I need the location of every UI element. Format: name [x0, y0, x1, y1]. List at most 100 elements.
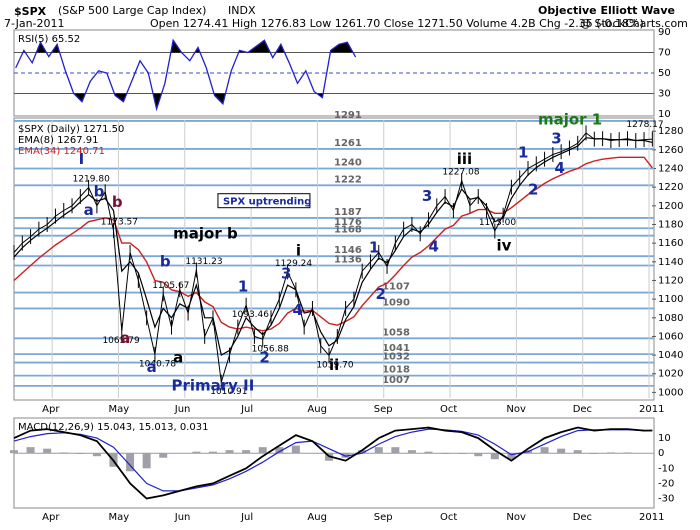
level-label: 1018 [382, 365, 410, 376]
ema8-line [13, 137, 653, 357]
index-name: (S&P 500 Large Cap Index) [58, 4, 206, 17]
macd-tick-label: 10 [658, 433, 671, 444]
quote-line: Open 1274.41 High 1276.83 Low 1261.70 Cl… [150, 17, 644, 30]
macd-histogram-bar [341, 453, 350, 458]
wave-label: 1 [518, 143, 528, 161]
wave-label: b [94, 182, 105, 200]
macd-layer: -30 -20 -10 0 10 MACD(12,26,9) 15.043, 15.013… [10, 422, 674, 523]
macd-tick-label: -30 [658, 493, 674, 504]
rsi-oversold-fill [15, 93, 356, 109]
macd-histogram-bar [457, 453, 466, 454]
macd-panel-frame [13, 417, 655, 509]
macd-legend: MACD(12,26,9) 15.043, 15.013, 0.031 [18, 422, 208, 433]
price-data-label: 1065.79 [102, 336, 139, 346]
wave-label: major b [173, 224, 238, 242]
x-tick-label: Oct [440, 404, 457, 415]
level-label: 1032 [382, 352, 410, 363]
price-data-label: 1219.80 [73, 174, 110, 184]
macd-histogram-bar [606, 452, 615, 454]
wave-label: I [79, 150, 85, 168]
macd-signal-line [13, 428, 653, 492]
price-data-label: 1173.57 [101, 217, 138, 227]
price-data-label: 1105.67 [152, 281, 189, 291]
watermark: @ StockCharts.com [580, 17, 688, 30]
macd-x-tick-label: Aug [307, 512, 327, 523]
chart-title: Objective Elliott Wave [538, 4, 675, 17]
level-label: 1146 [334, 245, 362, 256]
macd-histogram-bar [142, 453, 151, 469]
level-label: 1291 [334, 110, 362, 121]
x-tick-label: 2011 [639, 404, 664, 415]
wave-label: a [147, 358, 157, 376]
wave-label: 3 [422, 187, 432, 205]
price-data-label: 1131.23 [185, 257, 222, 267]
rsi-layer: 10 30 50 70 90 RSI(5) 65.52 [14, 27, 671, 120]
wave-label: b [112, 193, 123, 211]
price-data-label: 1056.88 [252, 344, 289, 354]
price-tick-label: 1260 [658, 145, 683, 156]
x-tick-label: May [108, 404, 129, 415]
macd-histogram-bar [590, 453, 599, 454]
level-label: 1261 [334, 138, 362, 149]
price-data-label: 1173.00 [479, 218, 516, 228]
macd-histogram-bar [490, 453, 499, 460]
level-label: 1176 [334, 217, 362, 228]
macd-x-tick-label: 2011 [639, 512, 664, 523]
price-tick-label: 1160 [658, 238, 683, 249]
macd-histogram-bar [225, 450, 234, 454]
ema34-line [13, 156, 653, 332]
chart-date: 7-Jan-2011 [4, 17, 65, 30]
macd-x-tick-label: Jul [240, 512, 253, 523]
wave-label: 4 [429, 238, 439, 256]
rsi-legend: RSI(5) 65.52 [18, 34, 80, 45]
price-legend-entry: EMA(8) 1267.91 [18, 135, 98, 146]
macd-histogram-bar [26, 447, 35, 454]
price-data-label: 1278.17 [626, 120, 663, 130]
macd-histogram-bar [43, 448, 52, 454]
macd-x-tick-label: May [108, 512, 129, 523]
rsi-tick-label: 90 [658, 27, 671, 38]
price-data-label: 1093.46 [232, 310, 269, 320]
macd-histogram-bar [474, 453, 483, 457]
price-line [13, 132, 653, 383]
x-tick-label: Apr [42, 404, 60, 415]
wave-label: ii [329, 356, 339, 374]
wave-label: iv [496, 237, 511, 255]
wave-label: 2 [375, 285, 385, 303]
price-legend-entry: EMA(34) 1240.71 [18, 146, 105, 157]
macd-histogram-bar [441, 453, 450, 454]
macd-x-tick-label: Nov [506, 512, 526, 523]
rsi-tick-label: 50 [658, 68, 671, 79]
macd-histogram-bar [540, 447, 549, 454]
level-label: 1107 [382, 282, 410, 293]
wave-label: a [173, 349, 183, 367]
annotation-label: SPX uptrending [223, 197, 311, 208]
level-label: 1041 [382, 343, 410, 354]
macd-histogram-bar [424, 451, 433, 454]
symbol: $SPX [14, 5, 47, 18]
price-layer: 1000 1020 1040 1060 1080 1100 1120 1140 1160 1180… [13, 110, 683, 415]
level-label: 1007 [382, 375, 410, 386]
exchange: INDX [228, 4, 256, 17]
price-tick-label: 1220 [658, 182, 683, 193]
level-label: 1168 [334, 225, 362, 236]
price-tick-label: 1060 [658, 331, 683, 342]
price-tick-label: 1280 [658, 126, 683, 137]
wave-label: i [296, 241, 301, 259]
x-tick-label: Nov [506, 404, 526, 415]
level-label: 1222 [334, 174, 362, 185]
wave-label: 2 [259, 349, 269, 367]
macd-histogram-bar [391, 447, 400, 454]
price-tick-label: 1100 [658, 294, 683, 305]
x-tick-label: Sep [374, 404, 393, 415]
macd-histogram-bar [258, 447, 267, 454]
macd-histogram-bar [507, 453, 516, 460]
macd-x-tick-label: Dec [573, 512, 592, 523]
macd-histogram-bar [374, 447, 383, 454]
wave-label: 2 [528, 181, 538, 199]
macd-tick-label: 0 [658, 448, 664, 459]
price-data-label: 1010.91 [210, 387, 247, 397]
macd-histogram-bar [623, 452, 632, 454]
wave-label: 3 [281, 265, 291, 283]
wave-label: 1 [369, 238, 379, 256]
